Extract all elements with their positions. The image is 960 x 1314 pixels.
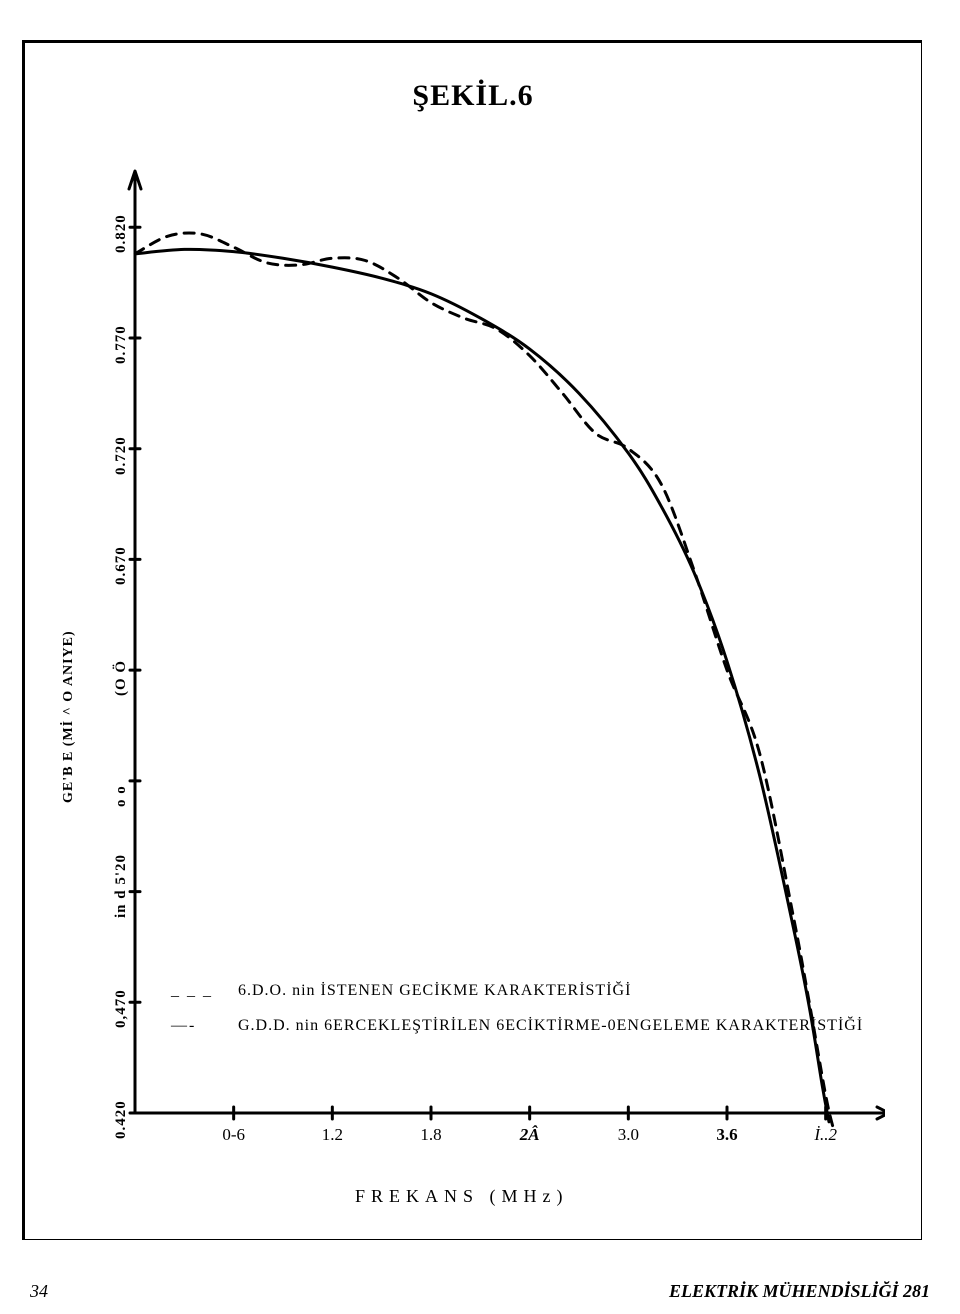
x-tick-label: 3.0 xyxy=(618,1125,639,1145)
y-tick-label: 0.720 xyxy=(113,436,130,475)
figure-frame: ŞEKİL.6 0.4200,470in d 5'20o o(O Ö0.6700… xyxy=(22,40,922,1240)
y-tick-label: in d 5'20 xyxy=(113,854,130,918)
y-tick-label: 0.820 xyxy=(113,215,130,254)
y-tick-label: 0,470 xyxy=(113,990,130,1029)
x-tick-label: 3.6 xyxy=(716,1125,737,1145)
legend-text: 6.D.O. nin İSTENEN GECİKME KARAKTERİSTİĞ… xyxy=(238,982,631,999)
legend-text: G.D.D. nin 6ERCEKLEŞTİRİLEN 6ECİKTİRME-0… xyxy=(238,1017,863,1034)
chart-area: 0.420 0,470 in d 5'20 o o (O Ö 0.670 0.720 0.77… xyxy=(75,163,885,1153)
y-tick-label: 0.420 xyxy=(113,1100,130,1139)
y-tick-label: 0.670 xyxy=(113,547,130,586)
y-tick-label: 0.770 xyxy=(113,325,130,364)
y-tick-label: (O Ö xyxy=(113,660,130,696)
x-axis-title: FREKANS (MHz) xyxy=(355,1186,569,1207)
x-tick-label: İ..2 xyxy=(814,1125,837,1145)
y-tick-label: o o xyxy=(113,785,130,807)
x-tick-label: 1.8 xyxy=(420,1125,441,1145)
x-tick-label: 1.2 xyxy=(322,1125,343,1145)
figure-title: ŞEKİL.6 xyxy=(25,79,921,113)
legend-row: _ _ _ 6.D.O. nin İSTENEN GECİKME KARAKTE… xyxy=(171,973,863,1008)
x-tick-label: 0-6 xyxy=(222,1125,245,1145)
journal-credit: ELEKTRİK MÜHENDİSLİĞİ 281 xyxy=(669,1281,930,1302)
legend: _ _ _ 6.D.O. nin İSTENEN GECİKME KARAKTE… xyxy=(171,973,863,1043)
legend-row: —- G.D.D. nin 6ERCEKLEŞTİRİLEN 6ECİKTİRM… xyxy=(171,1008,863,1043)
legend-marker-dashed: _ _ _ xyxy=(171,973,225,1008)
page: ŞEKİL.6 0.4200,470in d 5'20o o(O Ö0.6700… xyxy=(0,0,960,1314)
page-number: 34 xyxy=(30,1281,48,1302)
legend-marker-solid: —- xyxy=(171,1008,225,1043)
x-tick-label: 2Â xyxy=(520,1125,540,1145)
y-axis-title: GE'B E (Mİ ^ O ANIYE) xyxy=(61,630,77,803)
